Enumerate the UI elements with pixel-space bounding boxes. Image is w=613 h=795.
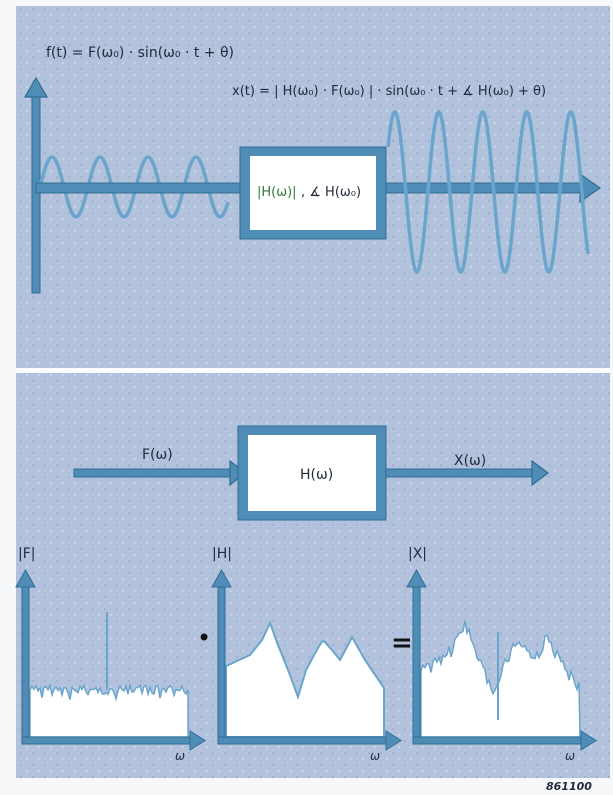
plot-x-xlabel: ω — [565, 749, 575, 763]
spectrum-h-area — [225, 620, 385, 738]
figure-number: 861100 — [546, 780, 592, 793]
output-label-bottom: X(ω) — [454, 453, 486, 469]
spectrum-f-area — [29, 682, 189, 738]
output-arrow-bottom — [385, 459, 549, 487]
signal-axis-arrow — [23, 76, 49, 294]
spectrum-plot-f: |F| ω — [15, 546, 206, 763]
output-equation: x(t) = | H(ω₀) · F(ω₀) | · sin(ω₀ · t + … — [232, 84, 546, 99]
plot-f-xlabel: ω — [175, 749, 185, 763]
plot-h-ylabel: |H| — [212, 546, 232, 562]
spectrum-plot-h: |H| ω — [211, 546, 402, 763]
plot-f-ylabel: |F| — [18, 546, 36, 562]
equals-symbol: = — [391, 628, 413, 658]
multiply-symbol: • — [197, 624, 211, 652]
block-label-bottom: H(ω) — [300, 467, 333, 483]
spectrum-x-area — [420, 620, 581, 738]
system-block-bottom: H(ω) — [237, 425, 387, 521]
system-block-top: |H(ω)| , ∡ H(ω₀) — [239, 146, 387, 240]
plot-h-xlabel: ω — [370, 749, 380, 763]
block-label-abs: |H(ω)| — [257, 185, 297, 200]
plot-x-ylabel: |X| — [408, 546, 427, 562]
spectrum-plot-x: |X| ω — [406, 546, 597, 763]
block-label-phase: , ∡ H(ω₀) — [301, 185, 361, 200]
input-sine-wave — [38, 155, 230, 219]
output-sine-wave — [386, 109, 590, 275]
input-equation: f(t) = F(ω₀) · sin(ω₀ · t + θ) — [46, 45, 234, 61]
input-label-bottom: F(ω) — [142, 447, 173, 463]
